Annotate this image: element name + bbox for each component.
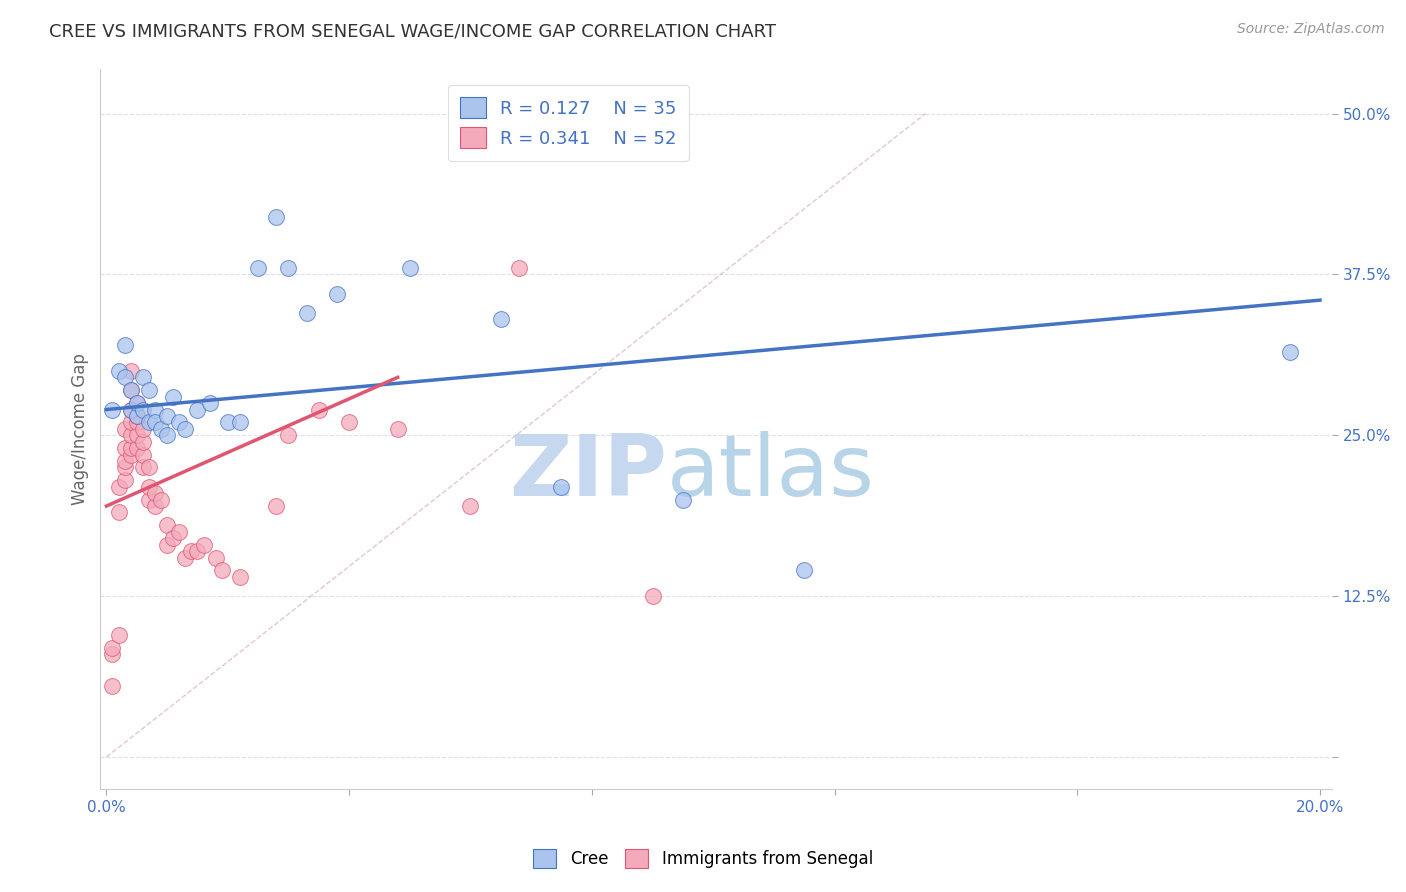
Point bbox=[198, 396, 221, 410]
Point bbox=[107, 480, 129, 494]
Point bbox=[120, 416, 142, 430]
Point bbox=[150, 422, 173, 436]
Point bbox=[308, 402, 330, 417]
Point bbox=[266, 210, 288, 224]
Text: Source: ZipAtlas.com: Source: ZipAtlas.com bbox=[1237, 22, 1385, 37]
Point bbox=[162, 531, 184, 545]
Point bbox=[125, 441, 148, 455]
Point bbox=[132, 460, 155, 475]
Point bbox=[162, 390, 184, 404]
Point bbox=[186, 544, 208, 558]
Point bbox=[120, 383, 142, 397]
Point bbox=[101, 640, 124, 655]
Point bbox=[247, 260, 270, 275]
Point bbox=[174, 422, 197, 436]
Point bbox=[460, 499, 482, 513]
Point bbox=[143, 486, 166, 500]
Point bbox=[398, 260, 420, 275]
Point bbox=[186, 402, 208, 417]
Point bbox=[295, 306, 318, 320]
Point bbox=[120, 441, 142, 455]
Point bbox=[114, 422, 136, 436]
Point bbox=[150, 492, 173, 507]
Point bbox=[277, 428, 299, 442]
Point bbox=[107, 628, 129, 642]
Text: ZIP: ZIP bbox=[509, 431, 666, 514]
Point bbox=[156, 538, 179, 552]
Point bbox=[138, 416, 160, 430]
Point bbox=[138, 460, 160, 475]
Text: CREE VS IMMIGRANTS FROM SENEGAL WAGE/INCOME GAP CORRELATION CHART: CREE VS IMMIGRANTS FROM SENEGAL WAGE/INC… bbox=[49, 22, 776, 40]
Point bbox=[672, 492, 695, 507]
Point bbox=[114, 473, 136, 487]
Point bbox=[132, 422, 155, 436]
Point bbox=[114, 454, 136, 468]
Point bbox=[114, 441, 136, 455]
Point bbox=[120, 364, 142, 378]
Point bbox=[114, 460, 136, 475]
Point bbox=[107, 506, 129, 520]
Y-axis label: Wage/Income Gap: Wage/Income Gap bbox=[72, 353, 89, 505]
Point bbox=[204, 550, 226, 565]
Point bbox=[174, 550, 197, 565]
Point bbox=[550, 480, 572, 494]
Point bbox=[101, 402, 124, 417]
Point bbox=[120, 383, 142, 397]
Point bbox=[508, 260, 530, 275]
Point bbox=[143, 402, 166, 417]
Point bbox=[326, 286, 349, 301]
Point bbox=[125, 396, 148, 410]
Point bbox=[132, 448, 155, 462]
Legend: Cree, Immigrants from Senegal: Cree, Immigrants from Senegal bbox=[526, 842, 880, 875]
Point bbox=[125, 428, 148, 442]
Point bbox=[143, 416, 166, 430]
Point bbox=[120, 402, 142, 417]
Point bbox=[120, 448, 142, 462]
Point bbox=[125, 416, 148, 430]
Point bbox=[101, 647, 124, 661]
Text: atlas: atlas bbox=[666, 431, 875, 514]
Point bbox=[156, 428, 179, 442]
Point bbox=[101, 679, 124, 693]
Point bbox=[641, 589, 664, 603]
Point bbox=[143, 499, 166, 513]
Point bbox=[217, 416, 239, 430]
Point bbox=[387, 422, 409, 436]
Point bbox=[132, 402, 155, 417]
Point bbox=[120, 428, 142, 442]
Point bbox=[114, 370, 136, 384]
Point bbox=[120, 402, 142, 417]
Point bbox=[489, 312, 512, 326]
Point bbox=[1278, 344, 1301, 359]
Point bbox=[107, 364, 129, 378]
Point bbox=[156, 518, 179, 533]
Point bbox=[211, 563, 233, 577]
Point bbox=[138, 480, 160, 494]
Point bbox=[337, 416, 360, 430]
Point bbox=[266, 499, 288, 513]
Legend: R = 0.127    N = 35, R = 0.341    N = 52: R = 0.127 N = 35, R = 0.341 N = 52 bbox=[447, 85, 689, 161]
Point bbox=[125, 396, 148, 410]
Point bbox=[156, 409, 179, 423]
Point bbox=[132, 434, 155, 449]
Point bbox=[132, 370, 155, 384]
Point bbox=[229, 570, 252, 584]
Point bbox=[167, 416, 190, 430]
Point bbox=[114, 338, 136, 352]
Point bbox=[793, 563, 815, 577]
Point bbox=[277, 260, 299, 275]
Point bbox=[138, 383, 160, 397]
Point bbox=[180, 544, 202, 558]
Point bbox=[125, 409, 148, 423]
Point bbox=[193, 538, 215, 552]
Point bbox=[125, 409, 148, 423]
Point bbox=[138, 492, 160, 507]
Point bbox=[167, 524, 190, 539]
Point bbox=[229, 416, 252, 430]
